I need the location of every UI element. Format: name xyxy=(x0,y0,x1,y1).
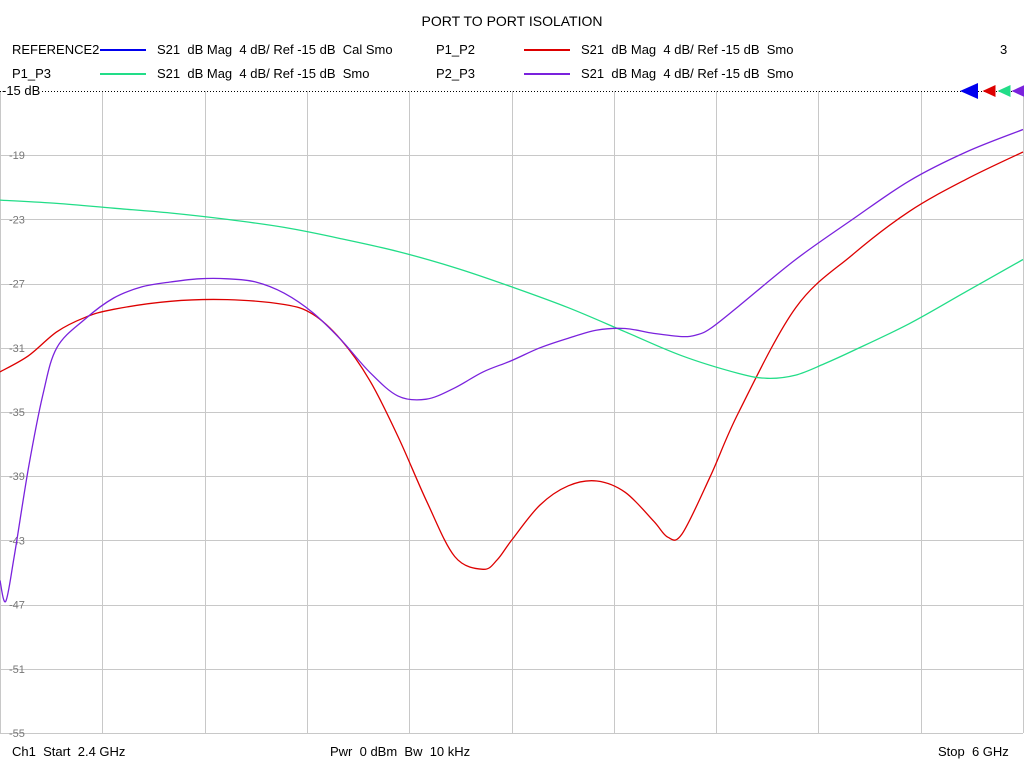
trace-p1-p3 xyxy=(0,199,1024,379)
traces xyxy=(0,128,1024,603)
grid xyxy=(0,91,1024,734)
legend-row-2: P1_P3 S21 dB Mag 4 dB/ Ref -15 dB Smo P2… xyxy=(0,66,1024,84)
trace-number: 3 xyxy=(1000,42,1008,57)
y-tick-label: -23 xyxy=(9,214,25,226)
reference-marker-p2-p3 xyxy=(1011,85,1024,97)
legend-desc-p1-p3: S21 dB Mag 4 dB/ Ref -15 dB Smo xyxy=(157,66,370,81)
y-tick-label: -31 xyxy=(9,343,25,355)
legend-name-p1-p3: P1_P3 xyxy=(12,66,52,81)
chart-title: PORT TO PORT ISOLATION xyxy=(421,13,603,29)
y-tick-label: -47 xyxy=(9,600,25,612)
trace-p1-p2 xyxy=(0,151,1024,570)
y-tick-labels: -19-23-27-31-35-39-43-47-51-55 xyxy=(9,150,25,740)
reference-level-label: -15 dB xyxy=(2,83,41,98)
y-tick-label: -39 xyxy=(9,471,25,483)
footer-power-bandwidth: Pwr 0 dBm Bw 10 kHz xyxy=(330,744,471,759)
legend-name-reference2: REFERENCE2 xyxy=(12,42,100,57)
reference-markers xyxy=(960,83,1024,99)
y-tick-label: -19 xyxy=(9,150,25,162)
legend-name-p1-p2: P1_P2 xyxy=(436,42,476,57)
reference-marker-p1-p2 xyxy=(982,85,996,97)
legend-desc-p1-p2: S21 dB Mag 4 dB/ Ref -15 dB Smo xyxy=(581,42,794,57)
footer-stop: Stop 6 GHz xyxy=(938,744,1009,759)
legend-row-1: REFERENCE2 S21 dB Mag 4 dB/ Ref -15 dB C… xyxy=(0,42,1024,60)
legend-swatch-reference2 xyxy=(100,49,146,51)
legend-swatch-p2-p3 xyxy=(524,73,570,75)
legend-desc-p2-p3: S21 dB Mag 4 dB/ Ref -15 dB Smo xyxy=(581,66,794,81)
y-tick-label: -35 xyxy=(9,407,25,419)
reference-marker-p1-p3 xyxy=(997,85,1011,97)
reference-marker-reference2 xyxy=(960,83,978,99)
legend-name-p2-p3: P2_P3 xyxy=(436,66,476,81)
y-tick-label: -51 xyxy=(9,664,25,676)
legend-swatch-p1-p2 xyxy=(524,49,570,51)
y-tick-label: -55 xyxy=(9,728,25,740)
legend-desc-reference2: S21 dB Mag 4 dB/ Ref -15 dB Cal Smo xyxy=(157,42,393,57)
footer-start: Ch1 Start 2.4 GHz xyxy=(12,744,126,759)
trace-p2-p3 xyxy=(0,128,1024,603)
legend-swatch-p1-p3 xyxy=(100,73,146,75)
y-tick-label: -27 xyxy=(9,279,25,291)
